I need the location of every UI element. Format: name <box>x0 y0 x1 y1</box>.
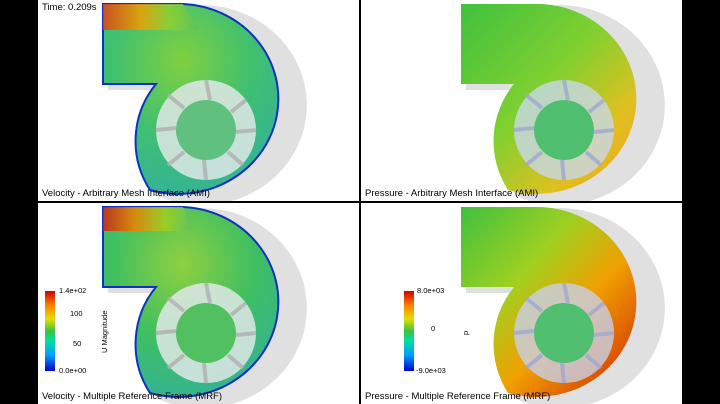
pressure-ami-field <box>461 4 665 201</box>
velocity-legend-title: U Magnitude <box>100 310 109 353</box>
pressure-ami-panel[interactable]: Pressure - Arbitrary Mesh Interface (AMI… <box>361 0 682 201</box>
velocity-ami-field <box>102 3 307 201</box>
pressure-colorbar <box>404 291 414 371</box>
velocity-mrf-field <box>102 206 307 404</box>
velocity-max-label: 1.4e+02 <box>59 286 87 295</box>
velocity-mrf-panel[interactable]: 1.4e+02 100 50 0.0e+00 U Magnitude Veloc… <box>38 203 359 404</box>
velocity-ami-panel[interactable]: Time: 0.209s Velocity - Arbitrary Mesh I… <box>38 0 359 201</box>
velocity-colorbar <box>45 291 55 371</box>
velocity-mid-high-label: 100 <box>70 309 83 318</box>
viewer-stage: Time: 0.209s Velocity - Arbitrary Mesh I… <box>38 0 682 404</box>
velocity-min-label: 0.0e+00 <box>59 366 87 375</box>
velocity-mid-low-label: 50 <box>73 339 82 348</box>
time-label: Time: 0.209s <box>42 2 97 13</box>
pressure-ami-caption: Pressure - Arbitrary Mesh Interface (AMI… <box>365 188 539 199</box>
pressure-mrf-field <box>461 207 665 404</box>
pressure-legend-title: p <box>461 330 470 335</box>
pressure-max-label: 8.0e+03 <box>417 286 445 295</box>
velocity-mrf-caption: Velocity - Multiple Reference Frame (MRF… <box>42 391 223 402</box>
velocity-ami-caption: Velocity - Arbitrary Mesh Interface (AMI… <box>42 188 210 199</box>
pressure-mrf-panel[interactable]: 8.0e+03 0 -9.0e+03 p Pressure - Multiple… <box>361 203 682 404</box>
pressure-mid-label: 0 <box>431 324 436 333</box>
pressure-min-label: -9.0e+03 <box>416 366 446 375</box>
pressure-mrf-caption: Pressure - Multiple Reference Frame (MRF… <box>365 391 551 402</box>
